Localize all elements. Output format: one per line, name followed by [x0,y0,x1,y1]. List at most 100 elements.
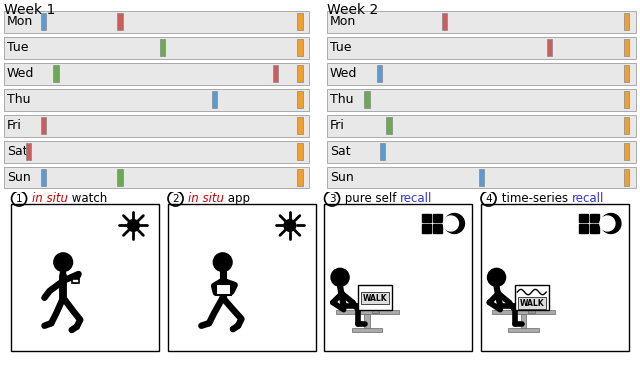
Text: pure self: pure self [341,192,400,205]
Circle shape [127,220,140,231]
Circle shape [54,253,72,271]
Bar [364,91,370,108]
Bar [297,91,303,108]
Bar [4,115,309,136]
Bar [168,204,316,351]
Bar [297,65,303,83]
Bar [433,213,442,222]
Bar [624,13,630,30]
Text: in situ: in situ [188,192,225,205]
Bar [590,213,599,222]
Text: time-series: time-series [497,192,572,205]
Text: recall: recall [400,192,433,205]
Bar [335,310,399,314]
Bar [160,39,165,56]
Bar [352,328,383,332]
Bar [327,37,636,59]
Circle shape [601,213,621,233]
Bar [590,224,599,233]
Bar [4,11,309,33]
Text: Fri: Fri [7,119,22,132]
Circle shape [331,268,349,286]
Bar [327,115,636,136]
Text: Sat: Sat [330,145,351,158]
Text: Fri: Fri [330,119,345,132]
Circle shape [284,220,296,231]
Text: Mon: Mon [7,15,33,29]
Bar [515,285,549,310]
Bar [377,65,382,83]
Bar [4,167,309,188]
Text: Tue: Tue [7,41,29,54]
Bar [521,314,526,330]
Bar [358,285,392,310]
Text: watch: watch [68,192,107,205]
Text: Thu: Thu [7,93,31,106]
Bar [297,143,303,160]
Bar [41,169,47,186]
Text: Wed: Wed [7,67,35,80]
Bar [72,279,79,283]
Text: Sun: Sun [7,171,31,184]
Bar [481,204,629,351]
Bar [117,169,123,186]
Bar [41,13,47,30]
Bar [327,63,636,85]
Text: Mon: Mon [330,15,356,29]
Text: recall: recall [572,192,604,205]
Bar [624,169,630,186]
Bar [442,13,447,30]
Text: 2: 2 [172,194,179,204]
Bar [327,11,636,33]
Bar [492,310,556,314]
Bar [216,284,231,295]
Bar [327,89,636,111]
Bar [4,37,309,59]
Text: Thu: Thu [330,93,353,106]
Bar [380,143,385,160]
Bar [364,314,370,330]
Text: app: app [225,192,250,205]
Text: 1: 1 [16,194,22,204]
Bar [212,91,217,108]
Text: WALK: WALK [520,299,544,308]
Text: WALK: WALK [363,294,388,303]
Circle shape [213,253,232,271]
Bar [324,204,472,351]
Bar [579,213,588,222]
Bar [53,65,59,83]
Text: in situ: in situ [32,192,68,205]
Text: Sat: Sat [7,145,28,158]
Bar [422,224,431,233]
Bar [579,224,588,233]
Bar [327,141,636,163]
Text: Sun: Sun [330,171,354,184]
Bar [422,213,431,222]
Bar [479,169,484,186]
Bar [4,63,309,85]
Bar [508,328,539,332]
Bar [41,117,47,134]
Bar [624,39,630,56]
Bar [624,65,630,83]
Bar [117,13,123,30]
Circle shape [444,213,465,233]
Bar [327,167,636,188]
Bar [624,143,630,160]
Bar [273,65,278,83]
Circle shape [488,268,506,286]
Circle shape [444,216,458,231]
Bar [26,143,31,160]
Bar [297,13,303,30]
Text: 3: 3 [329,194,335,204]
Text: 4: 4 [485,194,492,204]
Bar [297,169,303,186]
Circle shape [600,216,615,231]
Bar [433,224,442,233]
Bar [529,310,535,313]
Bar [372,310,379,313]
Bar [4,141,309,163]
Bar [297,39,303,56]
Bar [624,117,630,134]
Bar [297,117,303,134]
